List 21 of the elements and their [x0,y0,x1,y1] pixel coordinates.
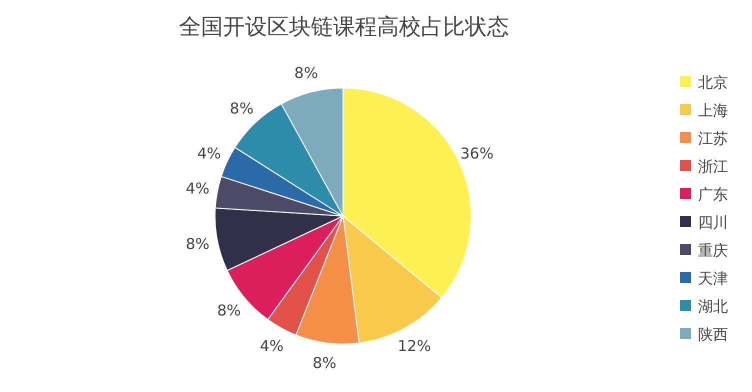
legend-label: 湖北 [698,297,728,316]
data-label: 8% [217,302,241,320]
legend-label: 北京 [698,73,728,92]
data-label: 4% [186,180,210,198]
legend-label: 上海 [698,101,728,120]
legend-label: 天津 [698,269,728,288]
legend-label: 浙江 [698,157,728,176]
legend-label: 江苏 [698,129,728,148]
data-label: 4% [260,336,284,355]
data-label: 8% [312,354,336,372]
legend-label: 陕西 [698,325,728,344]
data-label: 8% [294,64,318,82]
legend-label: 重庆 [698,241,728,260]
data-label: 4% [197,144,221,162]
data-label: 36% [460,144,494,162]
data-label: 8% [230,99,254,118]
data-label: 8% [186,234,210,253]
legend-label: 四川 [698,213,728,232]
chart-title: 全国开设区块链课程高校占比状态 [179,15,509,40]
data-label: 12% [398,336,431,355]
legend-label: 广东 [698,185,728,204]
